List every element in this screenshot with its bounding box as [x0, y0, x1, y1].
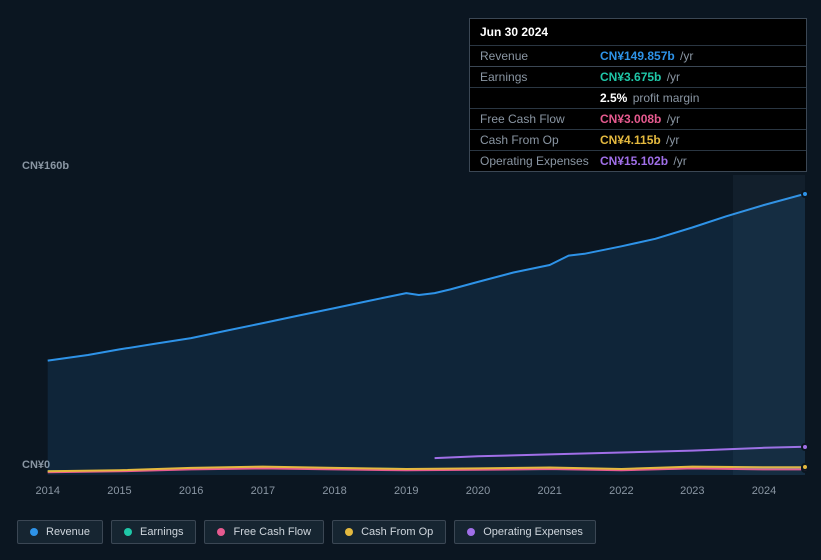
- legend-item-revenue[interactable]: Revenue: [17, 520, 103, 544]
- series-end-marker: [801, 190, 809, 198]
- tooltip-row-label: [480, 91, 600, 105]
- x-axis: 2014 2015 2016 2017 2018 2019 2020 2021 2022 2023…: [17, 485, 805, 501]
- x-tick: 2019: [394, 485, 418, 497]
- tooltip-row: RevenueCN¥149.857b /yr: [470, 45, 806, 66]
- tooltip-row-value: CN¥4.115b /yr: [600, 133, 679, 147]
- legend-item-cash-from-op[interactable]: Cash From Op: [332, 520, 446, 544]
- hover-tooltip: Jun 30 2024 RevenueCN¥149.857b /yrEarnin…: [469, 18, 807, 172]
- legend-dot-icon: [217, 528, 225, 536]
- x-tick: 2024: [752, 485, 776, 497]
- tooltip-row: EarningsCN¥3.675b /yr: [470, 66, 806, 87]
- tooltip-row-label: Revenue: [480, 49, 600, 63]
- series-end-marker: [801, 443, 809, 451]
- tooltip-row: 2.5% profit margin: [470, 87, 806, 108]
- highlight-band: [733, 175, 805, 475]
- tooltip-row-label: Earnings: [480, 70, 600, 84]
- legend-label: Earnings: [140, 526, 183, 538]
- legend-dot-icon: [124, 528, 132, 536]
- series-end-marker: [801, 463, 809, 471]
- legend-dot-icon: [30, 528, 38, 536]
- x-tick: 2017: [251, 485, 275, 497]
- tooltip-row-label: Free Cash Flow: [480, 112, 600, 126]
- x-tick: 2022: [609, 485, 633, 497]
- x-tick: 2023: [680, 485, 704, 497]
- tooltip-row-label: Operating Expenses: [480, 154, 600, 168]
- chart-container: { "tooltip": { "date": "Jun 30 2024", "r…: [0, 0, 821, 560]
- tooltip-row-value: CN¥15.102b /yr: [600, 154, 687, 168]
- legend-item-operating-expenses[interactable]: Operating Expenses: [454, 520, 596, 544]
- legend-dot-icon: [467, 528, 475, 536]
- x-tick: 2014: [35, 485, 59, 497]
- y-axis-max-label: CN¥160b: [22, 160, 69, 172]
- x-tick: 2018: [322, 485, 346, 497]
- tooltip-row-value: 2.5% profit margin: [600, 91, 699, 105]
- tooltip-row-label: Cash From Op: [480, 133, 600, 147]
- tooltip-row: Operating ExpensesCN¥15.102b /yr: [470, 150, 806, 171]
- legend-label: Free Cash Flow: [233, 526, 311, 538]
- legend-label: Revenue: [46, 526, 90, 538]
- tooltip-row-value: CN¥3.675b /yr: [600, 70, 680, 84]
- chart-plot-area[interactable]: [17, 175, 805, 475]
- x-tick: 2021: [537, 485, 561, 497]
- x-tick: 2016: [179, 485, 203, 497]
- legend-dot-icon: [345, 528, 353, 536]
- legend-item-earnings[interactable]: Earnings: [111, 520, 196, 544]
- legend-item-free-cash-flow[interactable]: Free Cash Flow: [204, 520, 324, 544]
- tooltip-row-value: CN¥3.008b /yr: [600, 112, 680, 126]
- legend: Revenue Earnings Free Cash Flow Cash From O…: [17, 520, 596, 544]
- legend-label: Operating Expenses: [483, 526, 583, 538]
- tooltip-date: Jun 30 2024: [470, 19, 806, 45]
- tooltip-row: Cash From OpCN¥4.115b /yr: [470, 129, 806, 150]
- x-tick: 2020: [466, 485, 490, 497]
- tooltip-row-value: CN¥149.857b /yr: [600, 49, 693, 63]
- chart-svg: [17, 175, 805, 475]
- tooltip-row: Free Cash FlowCN¥3.008b /yr: [470, 108, 806, 129]
- x-tick: 2015: [107, 485, 131, 497]
- legend-label: Cash From Op: [361, 526, 433, 538]
